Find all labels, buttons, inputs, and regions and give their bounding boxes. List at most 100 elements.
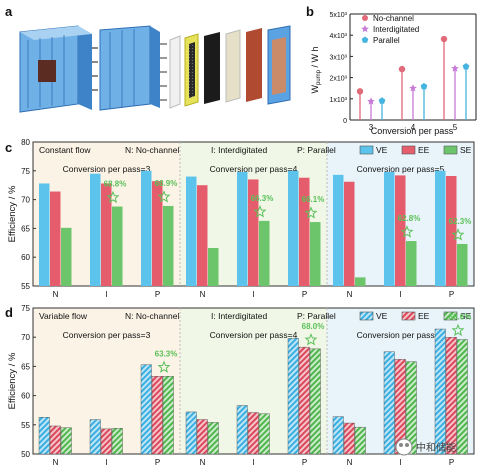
- bar-ve: [39, 183, 50, 286]
- bar-ee: [446, 175, 457, 286]
- b-legend-marker: [362, 15, 368, 21]
- panel-label-d: d: [5, 305, 13, 320]
- y-axis-title: Efficiency / %: [7, 352, 18, 409]
- b-x-axis-title: Conversion per pass: [371, 126, 454, 136]
- y-tick-label: 70: [21, 333, 30, 342]
- x-tick-label: I: [105, 290, 107, 299]
- mode-label: Constant flow: [39, 145, 91, 155]
- bar-se: [310, 222, 321, 286]
- bar-chart-d: 50 55 60 65 70 75 Efficiency / % Variable flow N…: [7, 304, 475, 467]
- y-tick-label: 75: [21, 304, 30, 313]
- bar-ve: [287, 338, 299, 455]
- bar-ee: [344, 181, 355, 286]
- bar-se: [406, 241, 417, 286]
- x-tick-label: I: [252, 458, 254, 467]
- bar-ee: [197, 185, 208, 286]
- b-y-axis-title: Wpump / W h: [310, 46, 322, 93]
- b-x-tick-label: 4: [411, 123, 416, 132]
- bar-chart-c: 55 60 65 70 75 80 Efficiency / % Constant flow N…: [7, 138, 475, 299]
- b-point-interdigitated: [367, 97, 375, 105]
- star-icon: [157, 190, 171, 203]
- bar-se: [61, 227, 72, 286]
- bar-se: [309, 348, 321, 455]
- bar-ve: [141, 170, 152, 286]
- bar-ee: [49, 425, 61, 455]
- bar-ve: [185, 411, 197, 455]
- star-icon: [253, 205, 267, 218]
- bar-se: [355, 277, 366, 286]
- bar-se: [354, 426, 366, 455]
- y-tick-label: 55: [21, 421, 30, 430]
- x-tick-label: P: [449, 290, 454, 299]
- scatter-chart-b: Wpump / W h Conversion per pass 0 1x10³ 2x…: [310, 12, 477, 136]
- watermark-text: 中和储能: [416, 441, 456, 454]
- bar-se: [405, 361, 417, 455]
- legend-text-p: P: Parallel: [297, 311, 336, 321]
- panel-label-a: a: [5, 4, 13, 19]
- y-tick-label: 75: [21, 167, 30, 176]
- y-tick-label: 50: [21, 450, 30, 459]
- group-title: Conversion per pass=5: [357, 164, 445, 174]
- b-legend-marker: [361, 36, 369, 43]
- x-tick-label: N: [347, 458, 353, 467]
- b-point-no-channel: [440, 35, 448, 43]
- star-icon: [451, 228, 465, 241]
- bar-se: [259, 220, 270, 286]
- bar-se: [112, 206, 123, 286]
- x-tick-label: N: [53, 458, 59, 467]
- x-tick-label: P: [302, 458, 307, 467]
- y-tick-label: 60: [21, 392, 30, 401]
- legend-label-ve: VE: [376, 311, 388, 321]
- legend-label-ve: VE: [376, 145, 388, 155]
- bar-ve: [435, 170, 446, 286]
- b-y-tick-label: 2x10³: [329, 76, 347, 83]
- x-tick-label: N: [200, 290, 206, 299]
- bar-se: [111, 428, 123, 455]
- bar-ee: [343, 422, 355, 455]
- legend-text-p: P: Parallel: [297, 145, 336, 155]
- x-tick-label: N: [347, 290, 353, 299]
- bar-ee: [298, 346, 310, 455]
- legend-text-i: I: Interdigitated: [211, 311, 268, 321]
- bar-ee: [299, 177, 310, 286]
- y-tick-label: 70: [21, 196, 30, 205]
- bar-se: [163, 205, 174, 286]
- bar-ve: [38, 417, 50, 455]
- bar-ve: [237, 171, 248, 286]
- bar-ve: [236, 405, 248, 455]
- bar-ee: [50, 191, 61, 286]
- y-axis-title: Efficiency / %: [7, 185, 18, 242]
- se-annotation: 66.1%: [302, 195, 325, 204]
- se-annotation: 68.8%: [104, 180, 127, 189]
- legend-swatch-ee: [401, 311, 416, 321]
- group-title: Conversion per pass=4: [210, 330, 298, 340]
- group-title: Conversion per pass=5: [357, 330, 445, 340]
- x-tick-label: I: [105, 458, 107, 467]
- bar-ve: [332, 416, 344, 455]
- bar-se: [207, 422, 219, 455]
- se-annotation: 68.0%: [302, 322, 325, 331]
- y-tick-label: 60: [21, 253, 30, 262]
- y-tick-label: 80: [21, 138, 30, 147]
- bar-ee: [247, 412, 259, 455]
- b-x-tick-label: 3: [369, 123, 374, 132]
- legend-text-i: I: Interdigitated: [211, 145, 268, 155]
- se-annotation: 62.3%: [449, 217, 472, 226]
- b-legend-marker: [361, 25, 369, 33]
- bar-ee: [196, 419, 208, 455]
- legend-text-n: N: No-channel: [125, 311, 179, 321]
- bar-ve: [333, 174, 344, 286]
- b-x-tick-label: 5: [453, 123, 458, 132]
- bar-ve: [90, 173, 101, 286]
- b-point-no-channel: [398, 65, 406, 73]
- se-annotation: 69.6%: [449, 313, 472, 322]
- bar-se: [456, 339, 468, 455]
- legend-swatch-ee: [401, 145, 416, 155]
- b-y-tick-label: 0: [343, 118, 347, 125]
- b-legend-label: Parallel: [373, 36, 400, 45]
- legend-swatch-se: [443, 311, 458, 321]
- b-y-tick-label: 5x10³: [329, 12, 347, 19]
- mode-label: Variable flow: [39, 311, 88, 321]
- b-point-parallel: [420, 82, 428, 90]
